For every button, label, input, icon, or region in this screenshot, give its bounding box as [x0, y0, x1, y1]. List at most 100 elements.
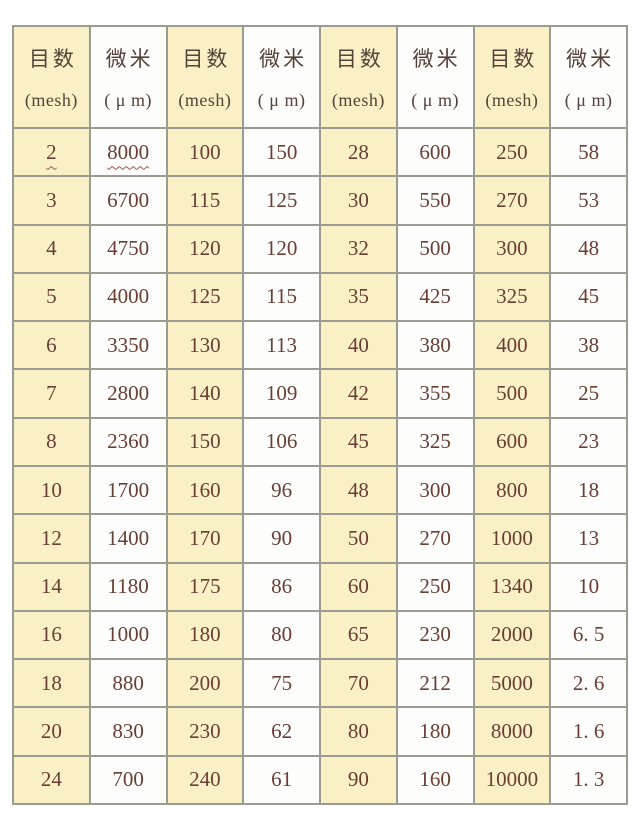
micron-value-cell: 700	[88, 754, 168, 806]
mesh-value-cell: 20	[12, 706, 91, 757]
column-header-labels: 目数 (mesh)	[321, 27, 396, 127]
micron-value-cell: 48	[549, 223, 628, 274]
column-header-label-unit: ( μ m)	[257, 89, 306, 110]
column-header-micron-2: 微米 ( μ m)	[242, 25, 321, 129]
table-row: 12 1400 170 90 50 270 1000 13	[12, 513, 628, 564]
column-header-label-cn: 目数	[489, 47, 538, 72]
column-header-label-cn: 微米	[412, 47, 461, 72]
micron-value-cell: 830	[88, 706, 168, 757]
micron-value-cell: 120	[242, 223, 321, 274]
table-row: 3 6700 115 125 30 550 270 53	[12, 175, 628, 226]
mesh-value-cell: 325	[472, 271, 552, 323]
mesh-value-cell: 35	[319, 271, 398, 323]
micron-value-cell: 4750	[88, 223, 168, 274]
column-header-label-cn: 微米	[105, 47, 154, 72]
micron-value-cell: 300	[395, 464, 475, 516]
mesh-value-cell: 500	[472, 368, 552, 419]
mesh-value-cell: 175	[165, 561, 245, 612]
table-row: 18 880 200 75 70 212 5000 2. 6	[12, 658, 628, 709]
micron-value-cell: 61	[242, 754, 321, 806]
mesh-value-cell: 3	[12, 175, 91, 226]
column-header-label-unit: ( μ m)	[104, 89, 152, 110]
micron-value-cell: 4000	[88, 271, 168, 323]
column-header-mesh-1: 目数 (mesh)	[12, 25, 91, 129]
mesh-value-cell: 70	[319, 658, 398, 709]
table-row: 14 1180 175 86 60 250 1340 10	[12, 561, 628, 612]
mesh-value-cell: 115	[165, 175, 245, 226]
mesh-value-cell: 50	[319, 513, 398, 564]
micron-value-cell: 180	[395, 706, 475, 757]
micron-value-cell: 125	[242, 175, 321, 226]
column-header-micron-3: 微米 ( μ m)	[395, 25, 475, 129]
mesh-value-cell: 65	[319, 609, 398, 661]
mesh-value-cell: 24	[12, 754, 91, 806]
mesh-value-cell: 16	[12, 609, 91, 661]
table-row: 24 700 240 61 90 160 10000 1. 3	[12, 754, 628, 806]
mesh-value-cell: 125	[165, 271, 245, 323]
column-header-labels: 微米 ( μ m)	[398, 27, 473, 127]
mesh-value-cell: 10000	[472, 754, 552, 806]
micron-value-cell: 3350	[88, 320, 168, 371]
micron-value-cell: 53	[549, 175, 628, 226]
column-header-labels: 微米 ( μ m)	[91, 27, 166, 127]
mesh-value-cell: 10	[12, 464, 91, 516]
micron-value-cell: 6. 5	[549, 609, 628, 661]
micron-value-cell: 425	[395, 271, 475, 323]
micron-value-cell: 8000	[88, 126, 168, 178]
table-row: 6 3350 130 113 40 380 400 38	[12, 320, 628, 371]
micron-value-cell: 355	[395, 368, 475, 419]
column-header-micron-4: 微米 ( μ m)	[549, 25, 628, 129]
mesh-value-cell: 600	[472, 416, 552, 467]
mesh-value-cell: 30	[319, 175, 398, 226]
mesh-value-cell: 400	[472, 320, 552, 371]
mesh-value-cell: 300	[472, 223, 552, 274]
mesh-value-cell: 40	[319, 320, 398, 371]
micron-value-cell: 62	[242, 706, 321, 757]
mesh-value-cell: 6	[12, 320, 91, 371]
mesh-value-cell: 120	[165, 223, 245, 274]
mesh-value-cell: 2	[12, 126, 91, 178]
micron-value-cell: 45	[549, 271, 628, 323]
micron-value-cell: 160	[395, 754, 475, 806]
table-body: 2 8000 100 150 28 600 250 58 3 6700 115 125 30 550 270…	[12, 126, 628, 806]
micron-value-cell: 25	[549, 368, 628, 419]
mesh-value-cell: 4	[12, 223, 91, 274]
mesh-value-cell: 5	[12, 271, 91, 323]
micron-value-cell: 96	[242, 464, 321, 516]
micron-value-cell: 212	[395, 658, 475, 709]
micron-value-cell: 80	[242, 609, 321, 661]
micron-value-cell: 2. 6	[549, 658, 628, 709]
table-row: 5 4000 125 115 35 425 325 45	[12, 271, 628, 323]
micron-value-cell: 1180	[88, 561, 168, 612]
micron-value-cell: 270	[395, 513, 475, 564]
table-row: 2 8000 100 150 28 600 250 58	[12, 126, 628, 178]
micron-value-cell: 90	[242, 513, 321, 564]
column-header-label-cn: 目数	[335, 47, 384, 72]
column-header-labels: 目数 (mesh)	[475, 27, 550, 127]
mesh-value-cell: 200	[165, 658, 245, 709]
micron-value-cell: 380	[395, 320, 475, 371]
table-row: 8 2360 150 106 45 325 600 23	[12, 416, 628, 467]
mesh-value-cell: 42	[319, 368, 398, 419]
micron-value-cell: 38	[549, 320, 628, 371]
micron-value-cell: 880	[88, 658, 168, 709]
column-header-labels: 微米 ( μ m)	[551, 27, 626, 127]
micron-value-cell: 250	[395, 561, 475, 612]
column-header-label-unit: (mesh)	[485, 89, 539, 110]
column-header-labels: 微米 ( μ m)	[244, 27, 319, 127]
mesh-value-cell: 170	[165, 513, 245, 564]
column-header-labels: 目数 (mesh)	[14, 27, 89, 127]
column-header-label-unit: ( μ m)	[411, 89, 459, 110]
table-row: 4 4750 120 120 32 500 300 48	[12, 223, 628, 274]
column-header-label-unit: (mesh)	[178, 89, 232, 110]
table-row: 16 1000 180 80 65 230 2000 6. 5	[12, 609, 628, 661]
column-header-label-unit: ( μ m)	[564, 89, 613, 110]
mesh-value-cell: 2000	[472, 609, 552, 661]
mesh-value-cell: 5000	[472, 658, 552, 709]
mesh-value-cell: 160	[165, 464, 245, 516]
mesh-value-cell: 130	[165, 320, 245, 371]
micron-value-cell: 325	[395, 416, 475, 467]
mesh-value-cell: 80	[319, 706, 398, 757]
micron-value-cell: 150	[242, 126, 321, 178]
